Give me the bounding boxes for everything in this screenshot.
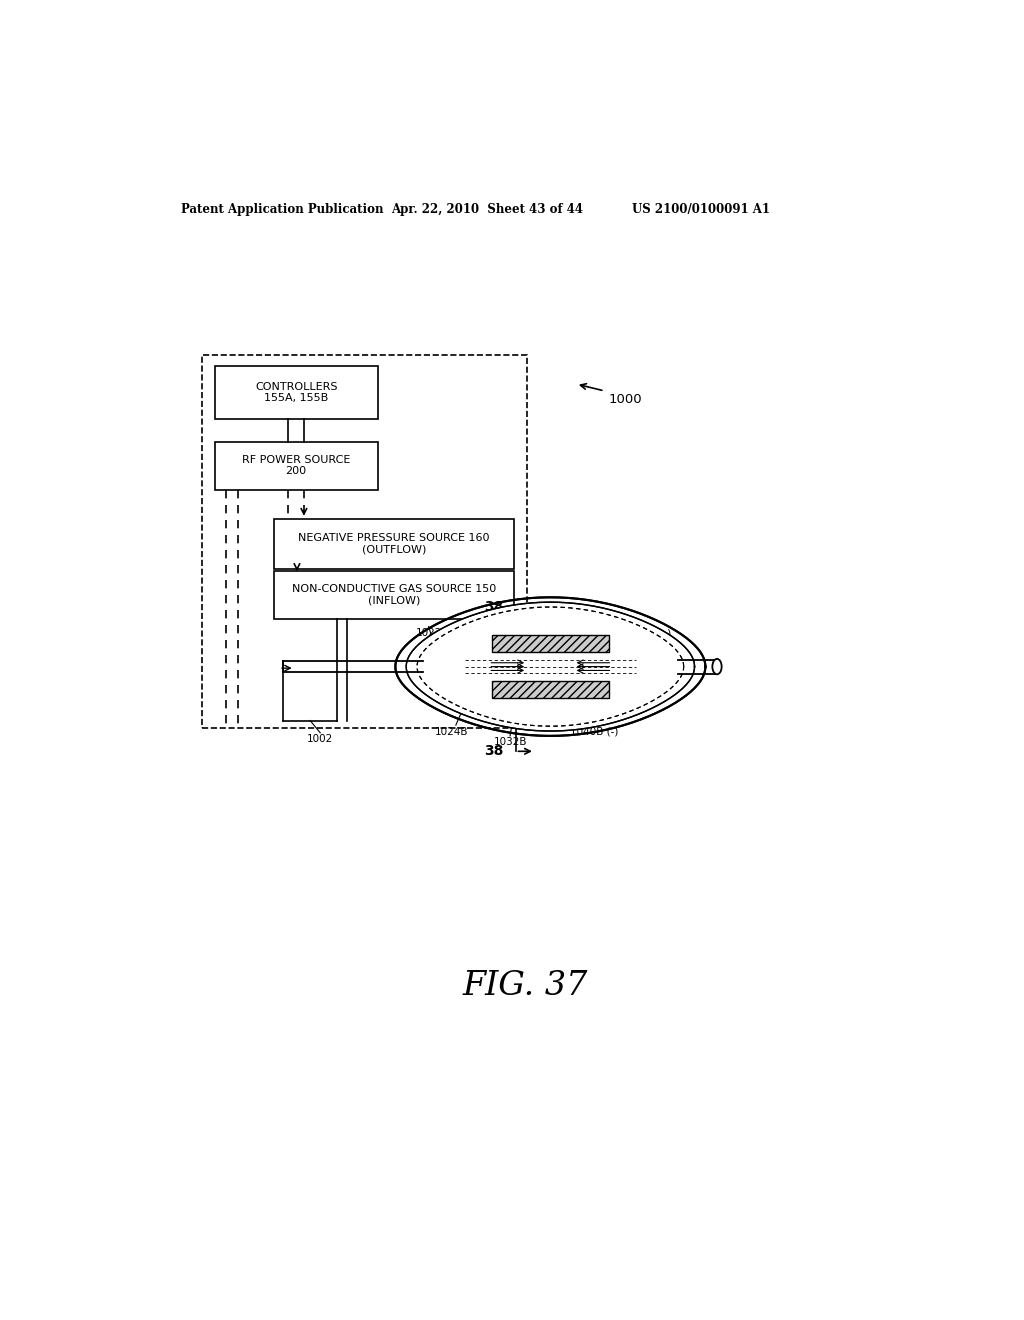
Text: 1032B: 1032B xyxy=(494,738,526,747)
Text: 1002: 1002 xyxy=(307,734,334,744)
Polygon shape xyxy=(407,602,694,731)
Text: 1032A: 1032A xyxy=(474,634,508,643)
Text: 1022: 1022 xyxy=(416,628,442,638)
Text: 1040A (+): 1040A (+) xyxy=(617,628,671,638)
Text: 1000: 1000 xyxy=(608,393,642,407)
Text: 38: 38 xyxy=(484,744,504,758)
Text: FIG. 37: FIG. 37 xyxy=(462,970,588,1002)
Text: 1024B: 1024B xyxy=(435,726,469,737)
Text: RF POWER SOURCE
200: RF POWER SOURCE 200 xyxy=(242,455,350,477)
Text: NON-CONDUCTIVE GAS SOURCE 150
(INFLOW): NON-CONDUCTIVE GAS SOURCE 150 (INFLOW) xyxy=(292,585,496,606)
Bar xyxy=(493,681,608,698)
Bar xyxy=(215,367,378,418)
Text: US 2100/0100091 A1: US 2100/0100091 A1 xyxy=(632,203,770,216)
Bar xyxy=(215,442,378,490)
Bar xyxy=(202,355,527,729)
Bar xyxy=(273,519,514,569)
Text: NEGATIVE PRESSURE SOURCE 160
(OUTFLOW): NEGATIVE PRESSURE SOURCE 160 (OUTFLOW) xyxy=(298,533,489,554)
Text: Patent Application Publication: Patent Application Publication xyxy=(180,203,383,216)
Text: 1040B (-): 1040B (-) xyxy=(569,726,618,737)
Text: 1035: 1035 xyxy=(627,640,652,651)
Bar xyxy=(493,635,608,652)
Ellipse shape xyxy=(713,659,722,675)
Text: 38: 38 xyxy=(484,601,504,614)
Text: CONTROLLERS
155A, 155B: CONTROLLERS 155A, 155B xyxy=(255,381,338,404)
Text: Apr. 22, 2010  Sheet 43 of 44: Apr. 22, 2010 Sheet 43 of 44 xyxy=(391,203,584,216)
Bar xyxy=(273,572,514,619)
Text: 1024A: 1024A xyxy=(444,627,478,636)
